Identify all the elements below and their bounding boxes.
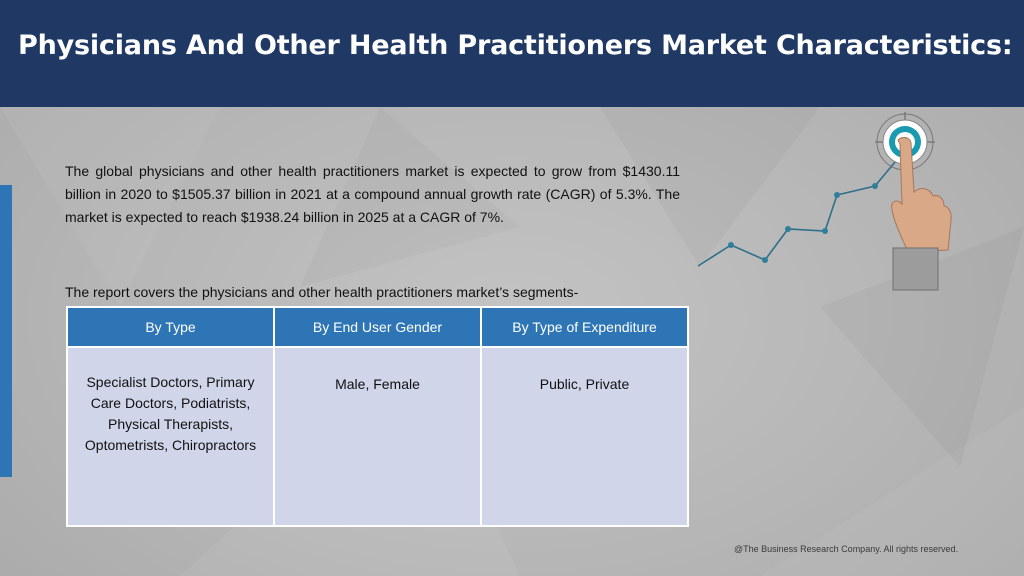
cell-gender-values: Male, Female [273, 346, 482, 527]
segments-lead-text: The report covers the physicians and oth… [65, 284, 579, 300]
cell-type-values: Specialist Doctors, Primary Care Doctors… [66, 346, 275, 527]
table-header-row: By Type By End User Gender By Type of Ex… [66, 306, 689, 348]
header-bar: Physicians And Other Health Practitioner… [0, 0, 1024, 107]
intro-paragraph: The global physicians and other health p… [65, 163, 680, 225]
header-by-type-of-expenditure: By Type of Expenditure [480, 306, 689, 348]
copyright-footer: @The Business Research Company. All righ… [734, 544, 959, 554]
cell-expenditure-values: Public, Private [480, 346, 689, 527]
growth-line-icon [697, 149, 906, 267]
header-by-type: By Type [66, 306, 275, 348]
table-row: Specialist Doctors, Primary Care Doctors… [66, 346, 689, 527]
pointing-hand-icon [891, 137, 952, 291]
header-by-end-user-gender: By End User Gender [273, 306, 482, 348]
growth-target-graphic [697, 112, 952, 291]
segments-table: By Type By End User Gender By Type of Ex… [66, 306, 689, 527]
page-title: Physicians And Other Health Practitioner… [18, 30, 1013, 61]
left-accent-bar [0, 185, 12, 477]
